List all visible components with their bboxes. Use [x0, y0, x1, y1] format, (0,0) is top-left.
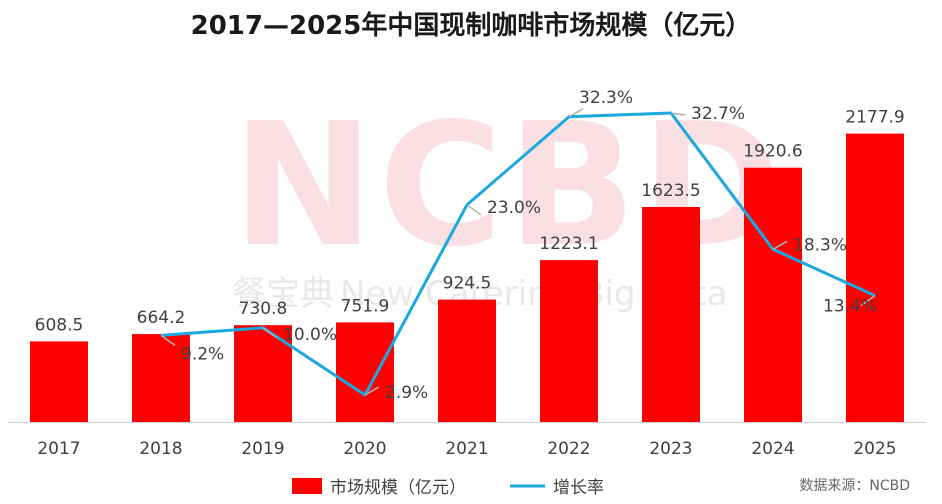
bar-value-label: 608.5 [35, 315, 84, 335]
bar-2018 [132, 334, 190, 422]
growth-leader-line [670, 112, 686, 116]
growth-line-layer [160, 108, 876, 397]
growth-leader-line [262, 327, 278, 339]
legend-swatch-bar [292, 478, 322, 494]
x-tick-label: 2025 [853, 439, 896, 459]
bar-value-label: 664.2 [137, 308, 186, 328]
x-tick-label: 2017 [37, 439, 80, 459]
bar-value-label: 751.9 [341, 296, 390, 316]
bar-value-label: 1920.6 [743, 142, 802, 162]
x-tick-label: 2023 [649, 439, 692, 459]
growth-value-label: 32.7% [691, 104, 745, 124]
bar-2023 [642, 207, 700, 422]
growth-value-label: 18.3% [793, 235, 847, 255]
x-tick-label: 2018 [139, 439, 182, 459]
bar-2021 [438, 299, 496, 422]
x-tick-label: 2020 [343, 439, 386, 459]
growth-value-label: 32.3% [579, 88, 633, 108]
x-tick-label: 2022 [547, 439, 590, 459]
growth-leader-line [568, 108, 584, 118]
bars-layer [30, 133, 904, 422]
growth-leader-line [466, 204, 482, 216]
growth-value-label: 9.2% [181, 344, 224, 364]
x-tick-label: 2019 [241, 439, 284, 459]
data-labels-layer: 608.5 664.2 730.8 751.9 924.5 1223.1 1623.5 192… [35, 88, 905, 403]
bar-2017 [30, 341, 88, 422]
watermark-cn-text: 餐宝典 [232, 274, 334, 314]
legend-label-bar: 市场规模（亿元） [330, 478, 466, 498]
bar-2025 [846, 133, 904, 422]
source-note: 数据来源：NCBD [799, 478, 910, 494]
growth-leader-line [160, 334, 176, 347]
growth-value-label: 23.0% [487, 198, 541, 218]
growth-value-label: 2.9% [385, 383, 428, 403]
growth-value-label: 13.4% [823, 297, 877, 317]
bar-value-label: 2177.9 [845, 108, 904, 128]
bar-value-label: 730.8 [239, 299, 288, 319]
x-axis: 2017 2018 2019 2020 2021 2022 2023 2024 2025 [8, 422, 926, 459]
x-tick-label: 2024 [751, 439, 794, 459]
growth-rate-line [160, 111, 876, 397]
x-tick-label: 2021 [445, 439, 488, 459]
bar-value-label: 924.5 [443, 274, 492, 294]
growth-leader-line [364, 386, 380, 396]
chart-title: 2017—2025年中国现制咖啡市场规模（亿元） [191, 10, 752, 41]
legend-label-line: 增长率 [553, 478, 604, 498]
growth-value-label: 10.0% [283, 325, 337, 345]
bar-value-label: 1623.5 [641, 181, 700, 201]
growth-leader-line [772, 240, 788, 250]
legend: 市场规模（亿元） 增长率 [292, 478, 604, 498]
bar-value-label: 1223.1 [539, 234, 598, 254]
bar-2020 [336, 322, 394, 422]
bar-2024 [744, 167, 802, 422]
growth-leader-line [860, 294, 876, 307]
bar-2022 [540, 260, 598, 422]
